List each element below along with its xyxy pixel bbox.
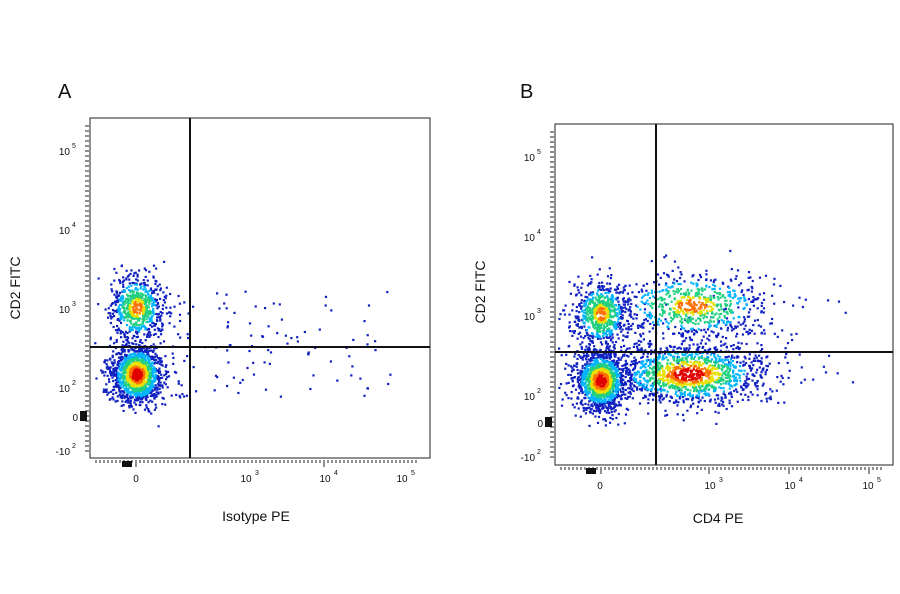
y-tick-label: 0: [537, 419, 543, 430]
x-tick-exponent: 5: [411, 470, 415, 477]
x-tick-label: 0: [597, 481, 603, 492]
y-tick-exponent: 3: [537, 308, 541, 315]
y-tick-exponent: 2: [72, 380, 76, 387]
y-tick-label: 10: [524, 392, 536, 403]
x-axis-title: CD4 PE: [693, 510, 744, 526]
y-tick-exponent: 3: [72, 301, 76, 308]
x-tick-exponent: 4: [799, 477, 803, 484]
x-tick-exponent: 4: [334, 470, 338, 477]
x-tick-label: 10: [704, 481, 716, 492]
y-tick-label: 10: [59, 384, 71, 395]
y-tick-label: 10: [524, 233, 536, 244]
y-axis-ticks: [80, 125, 89, 452]
panel-letter: A: [58, 81, 72, 103]
y-tick-exponent: 4: [537, 229, 541, 236]
y-axis-ticks: [545, 131, 554, 458]
x-tick-exponent: 3: [255, 470, 259, 477]
y-axis-title: CD2 FITC: [7, 257, 23, 320]
x-tick-label: 10: [396, 474, 408, 485]
y-tick-exponent: 4: [72, 222, 76, 229]
plot-frame: [89, 117, 431, 459]
y-tick-exponent: 2: [537, 388, 541, 395]
y-tick-label: 10: [524, 312, 536, 323]
y-axis-title: CD2 FITC: [472, 261, 488, 324]
panel-letter: B: [520, 81, 533, 103]
y-tick-exponent: 2: [72, 443, 76, 450]
data-points: [558, 249, 855, 427]
y-tick-label: -10: [56, 447, 71, 458]
y-tick-exponent: 5: [72, 143, 76, 150]
y-tick-label: 0: [72, 413, 78, 424]
x-tick-label: 10: [862, 481, 874, 492]
y-tick-label: -10: [521, 453, 536, 464]
x-tick-label: 10: [319, 474, 331, 485]
y-tick-label: 10: [59, 226, 71, 237]
plot-frame: [554, 123, 894, 466]
x-tick-label: 10: [240, 474, 252, 485]
x-tick-exponent: 5: [877, 477, 881, 484]
y-tick-label: 10: [59, 305, 71, 316]
y-tick-exponent: 2: [537, 449, 541, 456]
x-tick-label: 0: [133, 474, 139, 485]
x-axis-title: Isotype PE: [222, 508, 290, 524]
x-axis-ticks: [95, 460, 417, 467]
y-tick-label: 10: [524, 153, 536, 164]
x-axis-ticks: [560, 467, 882, 474]
y-tick-exponent: 5: [537, 149, 541, 156]
x-tick-label: 10: [784, 481, 796, 492]
y-tick-label: 10: [59, 147, 71, 158]
x-tick-exponent: 3: [719, 477, 723, 484]
data-points: [94, 260, 392, 428]
